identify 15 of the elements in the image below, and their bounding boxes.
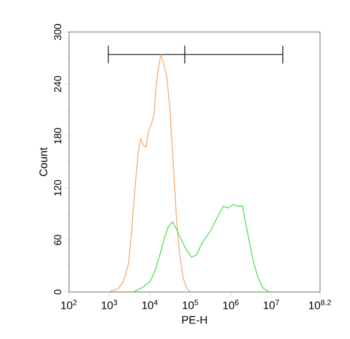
y-axis-title: Count [39, 147, 48, 176]
x-axis-title: PE-H [182, 316, 207, 324]
x-tick-label: 10$^{3}$ [102, 300, 118, 310]
x-tick-label: 10$^{4}$ [142, 300, 158, 310]
x-tick-label: 10$^{8.2}$ [309, 300, 331, 310]
y-tick-label: 0 [54, 290, 62, 294]
y-tick-label: 180 [54, 128, 62, 144]
y-tick-label: 120 [54, 180, 62, 196]
y-tick-label: 300 [54, 24, 62, 40]
x-tick-label: 10$^{2}$ [61, 300, 77, 310]
x-tick-label: 10$^{6}$ [223, 300, 239, 310]
x-tick-label: 10$^{5}$ [182, 300, 198, 310]
y-tick-label: 240 [54, 76, 62, 92]
y-tick-label: 60 [54, 234, 62, 246]
x-tick-label: 10$^{7}$ [264, 300, 280, 310]
